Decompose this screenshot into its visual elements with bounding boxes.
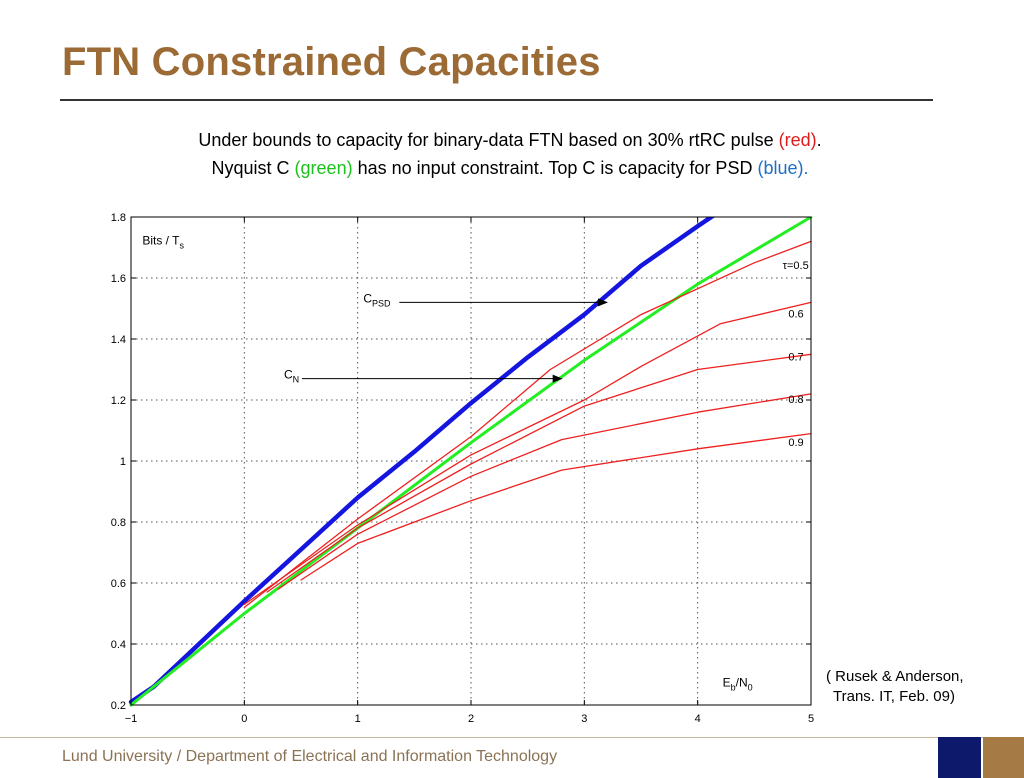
series-line-c-n — [129, 215, 813, 707]
x-tick-label: 3 — [581, 713, 587, 725]
series-line-0-6 — [243, 301, 812, 606]
subtitle-red-label: (red) — [778, 130, 817, 150]
plot-top-mask — [131, 197, 813, 217]
x-tick-label: 4 — [695, 713, 701, 725]
footer-brown-block — [983, 737, 1024, 778]
citation-line-2: Trans. IT, Feb. 09) — [833, 688, 955, 705]
slide-title: FTN Constrained Capacities — [62, 40, 601, 84]
x-tick-label: 0 — [241, 713, 247, 725]
x-tick-label: −1 — [125, 713, 138, 725]
y-tick-label: 0.2 — [111, 700, 126, 712]
series-line-c-psd — [128, 208, 723, 705]
x-axis-label: Eb/N0 — [723, 676, 753, 693]
citation-line-1: ( Rusek & Anderson, — [826, 668, 964, 685]
tau-label: 0.6 — [788, 309, 803, 321]
subtitle-line-1: Under bounds to capacity for binary-data… — [70, 126, 950, 154]
y-tick-label: 1.4 — [111, 334, 126, 346]
subtitle-text: Nyquist C — [211, 158, 295, 178]
tau-label: τ=0.5 — [783, 260, 809, 272]
title-divider — [60, 99, 933, 101]
series-line-0-7 — [266, 353, 812, 593]
subtitle-text: Under bounds to capacity for binary-data… — [198, 130, 779, 150]
footer-text: Lund University / Department of Electric… — [62, 748, 558, 765]
subtitle-blue-label: (blue). — [757, 158, 809, 178]
x-tick-label: 5 — [808, 713, 814, 725]
series-line--0-5 — [243, 240, 812, 609]
y-tick-label: 1 — [120, 456, 126, 468]
y-tick-label: 1.8 — [111, 212, 126, 224]
x-tick-label: 1 — [355, 713, 361, 725]
y-tick-label: 1.6 — [111, 273, 126, 285]
y-tick-label: 0.8 — [111, 517, 126, 529]
y-tick-label: 0.6 — [111, 578, 126, 590]
subtitle-text: has no input constraint. Top C is capaci… — [352, 158, 758, 178]
footer-navy-block — [938, 737, 981, 778]
subtitle-text: . — [816, 130, 822, 150]
footer-divider — [0, 737, 1024, 738]
slide-subtitle: Under bounds to capacity for binary-data… — [70, 126, 950, 182]
series-line-0-9 — [300, 432, 812, 581]
tau-label: 0.9 — [788, 437, 803, 449]
citation: ( Rusek & Anderson, Trans. IT, Feb. 09) — [826, 667, 964, 707]
subtitle-green-label: (green) — [294, 158, 353, 178]
y-axis-label: Bits / Ts — [142, 233, 184, 250]
tau-label: 0.7 — [788, 351, 803, 363]
x-tick-label: 2 — [468, 713, 474, 725]
series-line-0-8 — [277, 393, 812, 590]
tau-label: 0.8 — [788, 394, 803, 406]
subtitle-line-2: Nyquist C (green) has no input constrain… — [70, 154, 950, 182]
y-tick-label: 1.2 — [111, 395, 126, 407]
y-tick-label: 0.4 — [111, 639, 126, 651]
